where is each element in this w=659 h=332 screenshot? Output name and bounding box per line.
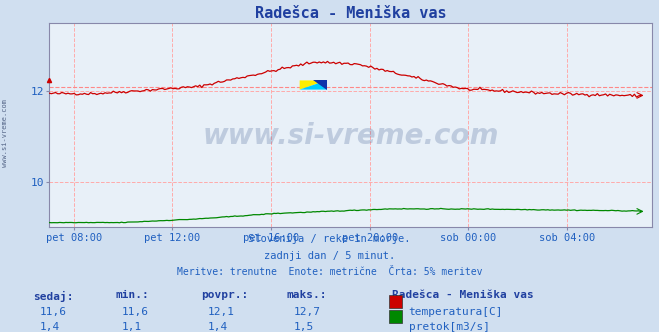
Text: maks.:: maks.:: [287, 290, 327, 300]
Text: 12,7: 12,7: [293, 307, 320, 317]
Polygon shape: [300, 80, 327, 90]
Text: www.si-vreme.com: www.si-vreme.com: [1, 99, 8, 167]
Text: temperatura[C]: temperatura[C]: [409, 307, 503, 317]
Text: 1,4: 1,4: [40, 322, 60, 332]
Text: Slovenija / reke in morje.: Slovenija / reke in morje.: [248, 234, 411, 244]
Text: pretok[m3/s]: pretok[m3/s]: [409, 322, 490, 332]
Text: zadnji dan / 5 minut.: zadnji dan / 5 minut.: [264, 251, 395, 261]
Text: 11,6: 11,6: [122, 307, 149, 317]
Text: 1,1: 1,1: [122, 322, 142, 332]
Text: www.si-vreme.com: www.si-vreme.com: [203, 122, 499, 149]
Text: povpr.:: povpr.:: [201, 290, 248, 300]
Text: 1,5: 1,5: [293, 322, 314, 332]
Text: min.:: min.:: [115, 290, 149, 300]
Title: Radešca - Meniška vas: Radešca - Meniška vas: [255, 6, 447, 21]
Text: 1,4: 1,4: [208, 322, 228, 332]
Polygon shape: [300, 80, 327, 90]
Text: 12,1: 12,1: [208, 307, 235, 317]
Polygon shape: [313, 80, 327, 90]
Text: sedaj:: sedaj:: [33, 290, 73, 301]
Text: 11,6: 11,6: [40, 307, 67, 317]
Text: Meritve: trenutne  Enote: metrične  Črta: 5% meritev: Meritve: trenutne Enote: metrične Črta: …: [177, 267, 482, 277]
Text: Radešca - Meniška vas: Radešca - Meniška vas: [392, 290, 534, 300]
